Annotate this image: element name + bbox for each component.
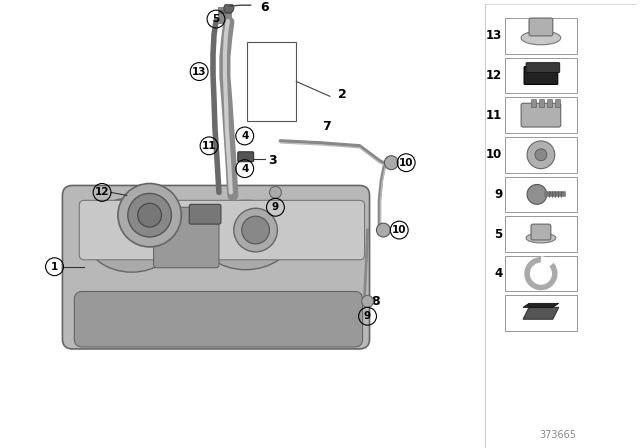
Text: 10: 10: [399, 158, 413, 168]
Text: 4: 4: [494, 267, 502, 280]
Bar: [505, 58, 577, 93]
Circle shape: [242, 216, 269, 244]
Circle shape: [362, 295, 374, 307]
FancyBboxPatch shape: [524, 67, 557, 84]
Circle shape: [269, 186, 282, 198]
Bar: [505, 216, 577, 252]
FancyBboxPatch shape: [189, 204, 221, 224]
FancyBboxPatch shape: [529, 18, 553, 36]
Text: 1: 1: [51, 262, 58, 271]
Circle shape: [527, 141, 555, 168]
Circle shape: [128, 194, 172, 237]
Bar: [505, 295, 577, 331]
FancyBboxPatch shape: [79, 200, 365, 260]
Ellipse shape: [521, 31, 561, 45]
Text: 4: 4: [241, 164, 248, 174]
Text: 9: 9: [494, 188, 502, 201]
Circle shape: [234, 208, 277, 252]
Text: 11: 11: [486, 109, 502, 122]
Text: 8: 8: [371, 295, 380, 308]
Text: 5: 5: [212, 14, 220, 24]
Text: 3: 3: [269, 154, 277, 167]
Bar: [505, 18, 577, 54]
Circle shape: [138, 203, 161, 227]
FancyBboxPatch shape: [63, 185, 369, 349]
Text: 12: 12: [95, 187, 109, 198]
Bar: [505, 137, 577, 172]
FancyBboxPatch shape: [531, 224, 551, 240]
Bar: [505, 97, 577, 133]
Bar: [505, 177, 577, 212]
Bar: [539, 99, 544, 107]
FancyBboxPatch shape: [526, 63, 560, 73]
Ellipse shape: [526, 233, 556, 243]
Bar: [555, 99, 560, 107]
Text: 7: 7: [322, 120, 331, 133]
Text: 12: 12: [486, 69, 502, 82]
Text: 9: 9: [364, 311, 371, 321]
Ellipse shape: [84, 198, 179, 272]
FancyBboxPatch shape: [154, 207, 219, 268]
Text: 13: 13: [192, 67, 206, 77]
Text: 373665: 373665: [540, 430, 576, 440]
Text: 5: 5: [494, 228, 502, 241]
Text: 2: 2: [338, 88, 347, 101]
FancyBboxPatch shape: [238, 152, 253, 162]
Circle shape: [527, 185, 547, 204]
FancyBboxPatch shape: [74, 292, 363, 347]
Text: 4: 4: [241, 131, 248, 141]
Bar: [485, 4, 637, 448]
Circle shape: [118, 184, 181, 247]
Circle shape: [385, 156, 398, 170]
Polygon shape: [523, 307, 559, 319]
Bar: [505, 256, 577, 292]
Circle shape: [224, 3, 234, 13]
Circle shape: [535, 149, 547, 161]
Bar: [531, 99, 536, 107]
Bar: [547, 99, 552, 107]
Text: 6: 6: [260, 0, 269, 13]
Text: 10: 10: [392, 225, 406, 235]
Polygon shape: [523, 303, 559, 307]
Text: 11: 11: [202, 141, 216, 151]
Ellipse shape: [198, 200, 292, 270]
Bar: [246, 42, 296, 121]
Text: 9: 9: [272, 202, 279, 212]
FancyBboxPatch shape: [521, 103, 561, 127]
Text: 10: 10: [486, 148, 502, 161]
Text: 13: 13: [486, 30, 502, 43]
Circle shape: [376, 223, 390, 237]
